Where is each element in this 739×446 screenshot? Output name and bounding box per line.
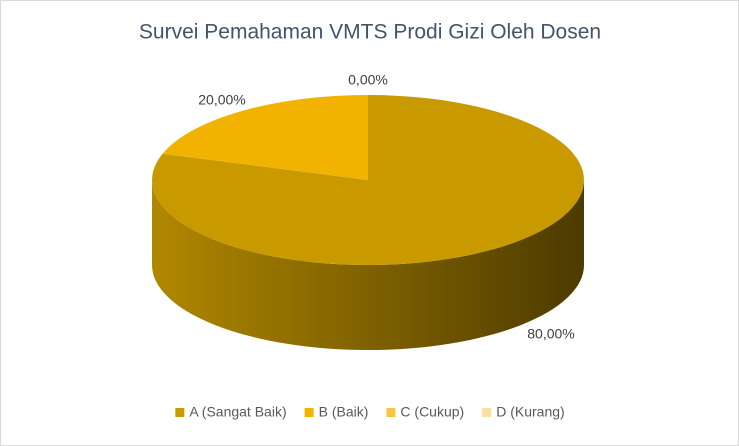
data-label: 20,00% (198, 92, 245, 108)
data-label: 0,00% (348, 72, 388, 88)
legend-swatch (304, 408, 314, 417)
data-label: 80,00% (527, 326, 574, 342)
legend-label: B (Baik) (319, 404, 369, 420)
legend-label: A (Sangat Baik) (189, 404, 286, 420)
legend-label: D (Kurang) (496, 404, 564, 420)
pie: 80,00% 20,00% 0,00% (151, 72, 584, 350)
legend-swatch (175, 408, 185, 417)
legend: A (Sangat Baik) B (Baik) C (Cukup) D (Kuran… (175, 404, 565, 420)
legend-label: C (Cukup) (400, 404, 464, 420)
slice (162, 95, 368, 180)
legend-swatch (482, 408, 492, 417)
legend-swatch (386, 408, 396, 417)
chart-title: Survei Pemahaman VMTS Prodi Gizi Oleh Do… (139, 21, 601, 44)
slice-side-shade (152, 180, 584, 350)
